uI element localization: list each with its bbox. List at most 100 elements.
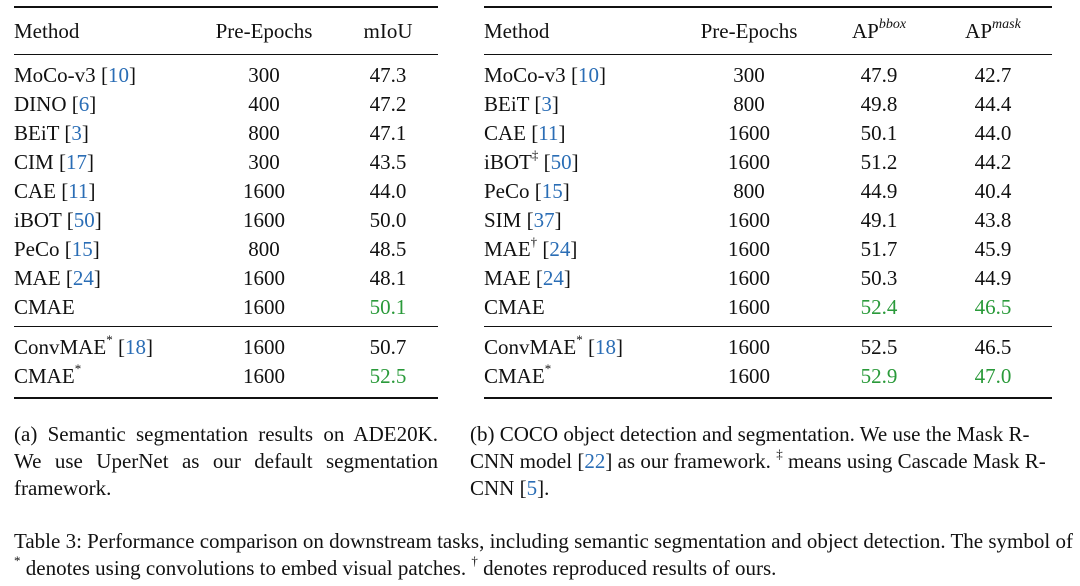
method-cell: PeCo [15]: [484, 179, 570, 203]
table-row: BEiT [3] 800 47.1: [14, 119, 438, 148]
table-caption-text: denotes using convolutions to embed visu…: [20, 556, 472, 580]
ap-bbox-cell: 44.9: [860, 179, 898, 203]
epochs-cell: 1600: [243, 208, 285, 232]
citation-link[interactable]: 50: [550, 150, 572, 174]
citation-link[interactable]: 10: [577, 63, 599, 87]
table-row: CIM [17] 300 43.5: [14, 148, 438, 177]
method-cell: CIM [17]: [14, 150, 94, 174]
ap-mask-cell: 47.0: [974, 364, 1012, 388]
citation-link[interactable]: 50: [73, 208, 95, 232]
citation-link[interactable]: 17: [65, 150, 87, 174]
ap-bbox-cell: 49.8: [860, 92, 898, 116]
citation-link[interactable]: 15: [71, 237, 93, 261]
epochs-cell: 1600: [728, 208, 770, 232]
mask-superscript: mask: [992, 17, 1021, 32]
table-row: CMAE* 1600 52.9 47.0: [484, 362, 1052, 398]
method-cell: MAE [24]: [14, 266, 101, 290]
ap-bbox-cell: 50.1: [860, 121, 898, 145]
citation-link[interactable]: 3: [71, 121, 82, 145]
table-row: ConvMAE* [18] 1600 52.5 46.5: [484, 327, 1052, 363]
citation-link[interactable]: 22: [584, 449, 606, 473]
segmentation-table: Method Pre-Epochs mIoU MoCo-v3 [10] 300 47…: [14, 6, 438, 399]
header-method: Method: [14, 19, 80, 43]
miou-cell: 50.7: [369, 335, 407, 359]
method-name: ConvMAE: [484, 335, 577, 359]
citation-link[interactable]: 37: [533, 208, 555, 232]
miou-cell: 48.1: [369, 266, 407, 290]
method-name: MAE: [484, 266, 531, 290]
citation-link[interactable]: 11: [538, 121, 559, 145]
citation-link[interactable]: 24: [549, 237, 571, 261]
table-row: SIM [37] 1600 49.1 43.8: [484, 206, 1052, 235]
ap-bbox-cell: 50.3: [860, 266, 898, 290]
epochs-cell: 800: [248, 121, 280, 145]
table-row: CMAE 1600 50.1: [14, 293, 438, 327]
citation-link[interactable]: 24: [72, 266, 94, 290]
miou-cell: 47.1: [369, 121, 407, 145]
epochs-cell: 1600: [728, 237, 770, 261]
ap-label: AP: [851, 19, 879, 43]
method-name: CMAE: [14, 364, 75, 388]
ap-bbox-cell: 52.4: [860, 295, 898, 319]
citation-link[interactable]: 18: [124, 335, 146, 359]
method-name: MoCo-v3: [484, 63, 566, 87]
epochs-cell: 1600: [728, 266, 770, 290]
epochs-cell: 1600: [243, 266, 285, 290]
method-name: CMAE: [14, 295, 75, 319]
header-ap-mask: APmask: [934, 7, 1052, 55]
ap-bbox-cell: 49.1: [860, 208, 898, 232]
method-cell: iBOT‡ [50]: [484, 147, 579, 174]
table-row: ConvMAE* [18] 1600 50.7: [14, 327, 438, 363]
ap-bbox-cell: 51.2: [860, 150, 898, 174]
method-cell: BEiT [3]: [484, 92, 559, 116]
method-name: ConvMAE: [14, 335, 107, 359]
method-cell: CMAE*: [14, 362, 190, 398]
epochs-cell: 800: [733, 179, 765, 203]
ap-mask-cell: 44.2: [974, 150, 1012, 174]
method-superscript: *: [106, 332, 113, 347]
citation-link[interactable]: 6: [78, 92, 90, 116]
citation-link[interactable]: 5: [526, 476, 538, 500]
epochs-cell: 300: [248, 150, 280, 174]
asterisk-symbol: *: [14, 553, 21, 568]
epochs-cell: 1600: [243, 295, 285, 319]
method-cell: CMAE*: [484, 362, 674, 398]
caption-b-text: means using Cascade Mask R-CNN [: [470, 449, 1046, 500]
table-header-row: Method Pre-Epochs APbbox APmask: [484, 7, 1052, 55]
caption-b-text: ].: [537, 476, 550, 500]
table-row: PeCo [15] 800 44.9 40.4: [484, 177, 1052, 206]
citation-link[interactable]: 11: [68, 179, 89, 203]
table-row: MoCo-v3 [10] 300 47.3: [14, 55, 438, 91]
table-row: PeCo [15] 800 48.5: [14, 235, 438, 264]
ap-mask-cell: 43.8: [974, 208, 1012, 232]
miou-cell: 50.0: [369, 208, 407, 232]
ap-mask-cell: 44.9: [974, 266, 1012, 290]
method-cell: CAE [11]: [14, 179, 96, 203]
dagger-symbol: †: [471, 553, 478, 568]
epochs-cell: 1600: [243, 179, 285, 203]
caption-a: (a) Semantic segmentation results on ADE…: [14, 422, 438, 500]
table-row: MAE [24] 1600 48.1: [14, 264, 438, 293]
table-row: CAE [11] 1600 50.1 44.0: [484, 119, 1052, 148]
citation-link[interactable]: 3: [541, 92, 552, 116]
method-name: MAE: [484, 237, 531, 261]
ap-mask-cell: 42.7: [974, 63, 1012, 87]
method-name: CIM: [14, 150, 54, 174]
method-name: DINO: [14, 92, 67, 116]
epochs-cell: 1600: [728, 121, 770, 145]
method-name: CMAE: [484, 364, 545, 388]
bbox-superscript: bbox: [878, 17, 907, 32]
citation-link[interactable]: 10: [107, 63, 129, 87]
ap-mask-cell: 45.9: [974, 237, 1012, 261]
method-name: SIM: [484, 208, 522, 232]
citation-link[interactable]: 18: [594, 335, 616, 359]
citation-link[interactable]: 15: [541, 179, 563, 203]
header-miou: mIoU: [363, 19, 413, 43]
miou-cell: 43.5: [369, 150, 407, 174]
header-method: Method: [484, 19, 550, 43]
citation-link[interactable]: 24: [542, 266, 564, 290]
double-dagger-symbol: ‡: [776, 446, 783, 461]
table-row: iBOT [50] 1600 50.0: [14, 206, 438, 235]
method-name: iBOT: [484, 150, 532, 174]
miou-cell: 52.5: [369, 364, 407, 388]
